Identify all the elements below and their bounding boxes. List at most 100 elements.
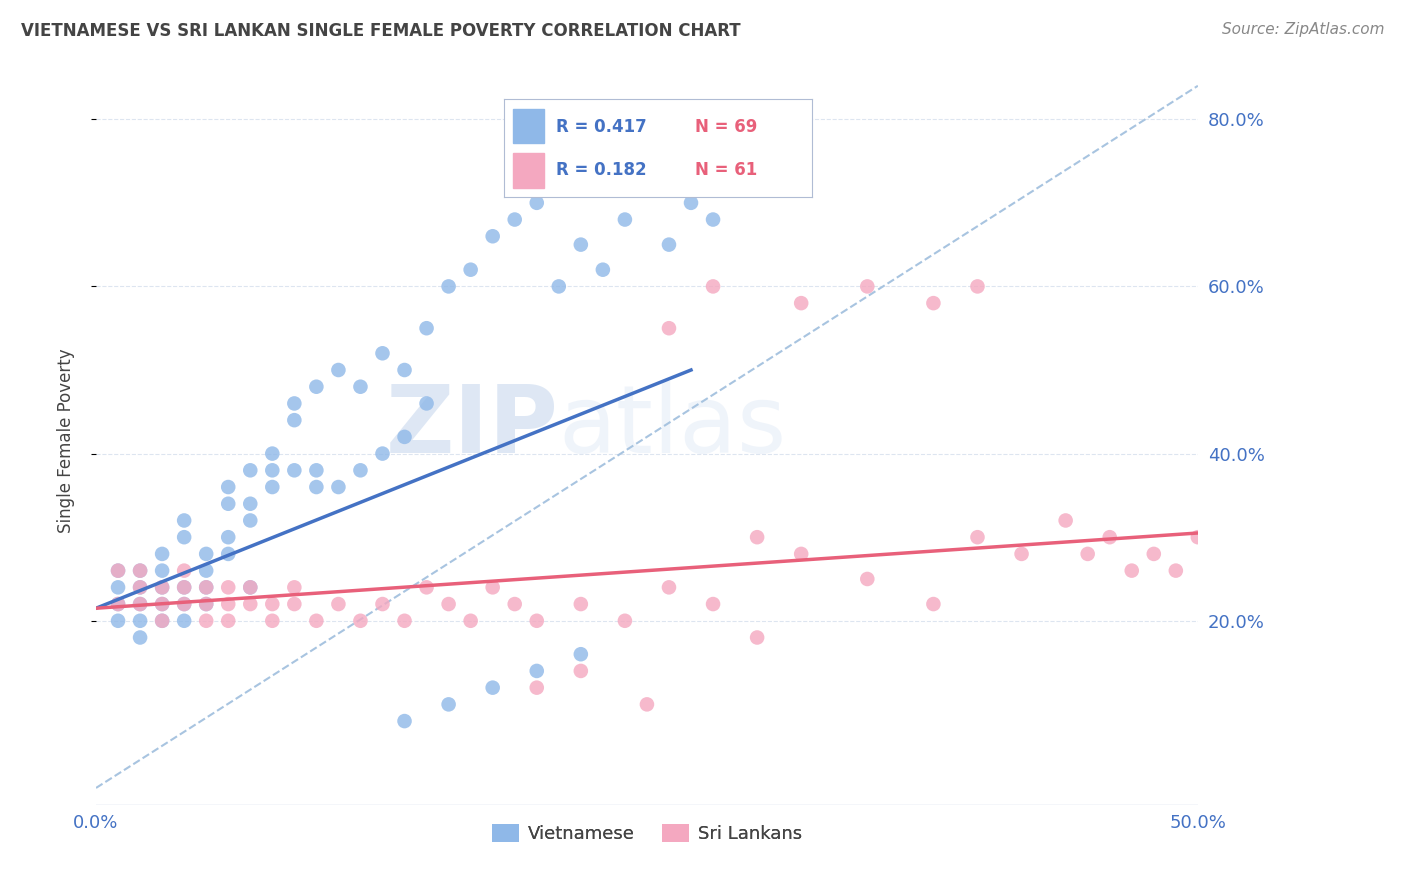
Point xyxy=(503,212,526,227)
Point xyxy=(107,597,129,611)
Point xyxy=(107,614,129,628)
Point xyxy=(173,580,195,594)
Point xyxy=(526,681,548,695)
Point xyxy=(239,597,262,611)
Point xyxy=(305,380,328,394)
Point xyxy=(526,664,548,678)
Point xyxy=(349,380,371,394)
Point xyxy=(569,647,592,661)
Point xyxy=(195,580,218,594)
Point xyxy=(745,530,768,544)
Point xyxy=(195,564,218,578)
Point xyxy=(371,447,394,461)
Point xyxy=(702,279,724,293)
Point xyxy=(239,580,262,594)
Point xyxy=(460,262,482,277)
Point xyxy=(481,229,503,244)
Point xyxy=(856,572,879,586)
Point xyxy=(966,530,988,544)
Point xyxy=(107,564,129,578)
Point xyxy=(283,463,305,477)
Point xyxy=(1143,547,1166,561)
Point xyxy=(173,614,195,628)
Point xyxy=(195,547,218,561)
Point xyxy=(173,513,195,527)
Point xyxy=(195,614,218,628)
Point xyxy=(679,195,702,210)
Point xyxy=(150,580,173,594)
Point xyxy=(856,279,879,293)
Point xyxy=(150,547,173,561)
Point xyxy=(195,580,218,594)
Point xyxy=(217,547,239,561)
Point xyxy=(107,580,129,594)
Point xyxy=(283,597,305,611)
Point xyxy=(569,237,592,252)
Text: VIETNAMESE VS SRI LANKAN SINGLE FEMALE POVERTY CORRELATION CHART: VIETNAMESE VS SRI LANKAN SINGLE FEMALE P… xyxy=(21,22,741,40)
Point xyxy=(262,480,284,494)
Point xyxy=(173,564,195,578)
Point xyxy=(129,631,152,645)
Point xyxy=(636,179,658,194)
Point xyxy=(150,597,173,611)
Point xyxy=(150,564,173,578)
Point xyxy=(592,262,614,277)
Point xyxy=(129,597,152,611)
Point xyxy=(262,463,284,477)
Point xyxy=(305,480,328,494)
Point xyxy=(394,714,416,728)
Point xyxy=(217,497,239,511)
Point xyxy=(966,279,988,293)
Point xyxy=(481,580,503,594)
Point xyxy=(349,463,371,477)
Point xyxy=(217,580,239,594)
Text: Source: ZipAtlas.com: Source: ZipAtlas.com xyxy=(1222,22,1385,37)
Point xyxy=(305,614,328,628)
Point xyxy=(129,597,152,611)
Point xyxy=(349,614,371,628)
Point xyxy=(239,463,262,477)
Point xyxy=(150,580,173,594)
Point xyxy=(195,597,218,611)
Point xyxy=(569,664,592,678)
Point xyxy=(283,413,305,427)
Point xyxy=(173,597,195,611)
Point xyxy=(394,430,416,444)
Point xyxy=(239,513,262,527)
Point xyxy=(415,396,437,410)
Point xyxy=(1121,564,1143,578)
Point xyxy=(129,580,152,594)
Point xyxy=(173,580,195,594)
Point xyxy=(503,597,526,611)
Point xyxy=(790,547,813,561)
Point xyxy=(217,530,239,544)
Legend: Vietnamese, Sri Lankans: Vietnamese, Sri Lankans xyxy=(485,816,810,850)
Point xyxy=(437,698,460,712)
Point xyxy=(922,296,945,310)
Point xyxy=(636,698,658,712)
Text: ZIP: ZIP xyxy=(385,381,558,473)
Point xyxy=(460,614,482,628)
Point xyxy=(328,597,350,611)
Point xyxy=(415,580,437,594)
Point xyxy=(262,614,284,628)
Point xyxy=(262,597,284,611)
Point xyxy=(1098,530,1121,544)
Point xyxy=(526,614,548,628)
Point xyxy=(658,237,681,252)
Point xyxy=(371,597,394,611)
Point xyxy=(702,597,724,611)
Point xyxy=(702,212,724,227)
Text: atlas: atlas xyxy=(558,381,787,473)
Point xyxy=(1164,564,1187,578)
Point xyxy=(745,631,768,645)
Point xyxy=(195,597,218,611)
Point xyxy=(922,597,945,611)
Point xyxy=(658,580,681,594)
Point xyxy=(239,580,262,594)
Point xyxy=(547,279,569,293)
Point xyxy=(328,480,350,494)
Point xyxy=(613,212,636,227)
Point xyxy=(283,396,305,410)
Point xyxy=(437,279,460,293)
